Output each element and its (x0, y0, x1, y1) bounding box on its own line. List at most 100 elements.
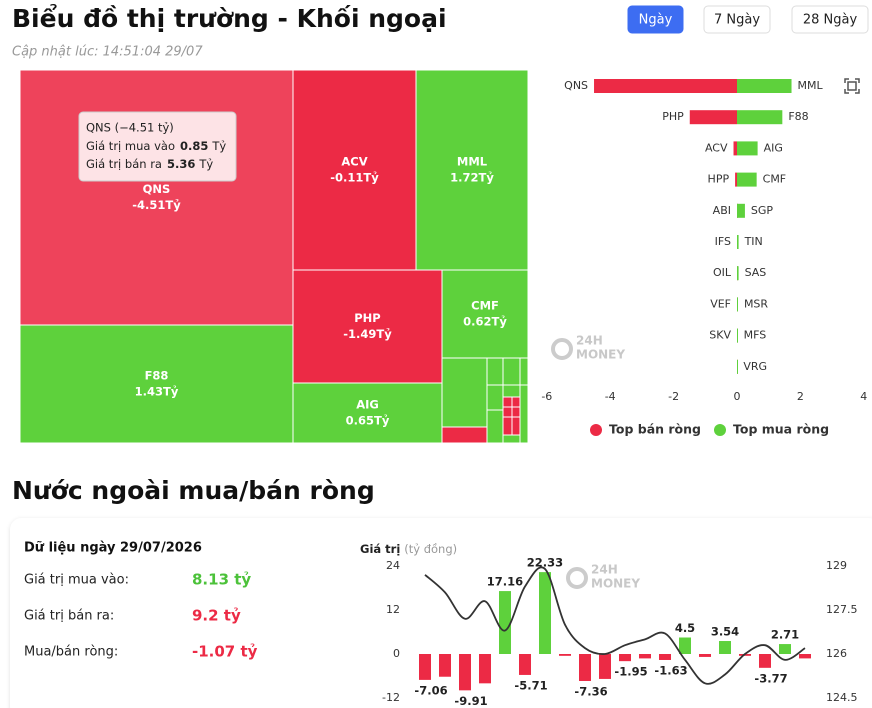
small-tile (502, 357, 521, 386)
bar[interactable] (599, 654, 611, 679)
bar-label: AIG (764, 141, 783, 154)
bar[interactable] (737, 79, 792, 93)
tab[interactable] (791, 5, 869, 34)
x-tick-label: 0 (734, 390, 741, 403)
treemap-tile[interactable] (292, 269, 443, 384)
bar-value-label: -9.91 (454, 694, 487, 708)
bar[interactable] (419, 654, 431, 680)
bar[interactable] (719, 641, 731, 654)
bar-value-label: -1.95 (614, 665, 647, 679)
bar-label: TIN (744, 235, 763, 248)
bar[interactable] (479, 654, 491, 684)
small-tile (502, 434, 521, 444)
bar[interactable] (759, 654, 771, 668)
section-title: Nước ngoài mua/bán ròng (12, 476, 375, 505)
bar-value-label: 4.5 (675, 621, 695, 635)
tooltip-line: Giá trị mua vào 0.85 Tỷ (86, 139, 226, 153)
bar[interactable] (499, 591, 511, 654)
fullscreen-icon[interactable] (844, 78, 860, 94)
bar[interactable] (579, 654, 591, 681)
tab[interactable] (703, 5, 771, 34)
bar[interactable] (779, 644, 791, 654)
y-tick-label: -12 (382, 691, 400, 704)
bar-label: PHP (662, 110, 684, 123)
bar-label: F88 (788, 110, 808, 123)
small-tile (519, 357, 529, 386)
bar[interactable] (737, 266, 739, 281)
bar[interactable] (737, 328, 738, 343)
small-tile (511, 396, 521, 408)
bar[interactable] (559, 654, 571, 656)
summary-value: 9.2 tỷ (192, 607, 241, 625)
bar[interactable] (639, 654, 651, 659)
bar[interactable] (619, 654, 631, 662)
tile-value: 0.65Tỷ (346, 414, 390, 428)
bar[interactable] (679, 637, 691, 655)
bar[interactable] (699, 654, 711, 657)
tab-label[interactable]: 7 Ngày (714, 13, 760, 28)
x-tick-label: -4 (605, 390, 616, 403)
bar[interactable] (733, 141, 737, 156)
bar-label: MML (798, 79, 824, 92)
treemap-tile[interactable] (19, 324, 294, 444)
tile-value: 1.72Tỷ (450, 171, 494, 185)
small-tile (502, 406, 513, 418)
tooltip-line: Giá trị bán ra 5.36 Tỷ (86, 157, 213, 171)
y2-tick-label: 126 (826, 647, 847, 660)
bar[interactable] (737, 203, 745, 218)
tab-label[interactable]: 28 Ngày (803, 13, 858, 28)
tab[interactable] (627, 5, 684, 34)
y-axis-title: Giá trị (tỷ đồng) (360, 542, 457, 556)
bar-value-label: -7.06 (414, 683, 447, 697)
bar[interactable] (659, 654, 671, 660)
watermark-logo (551, 338, 573, 360)
legend-swatch[interactable] (714, 424, 726, 436)
watermark: MONEY (576, 348, 625, 362)
tile-name: CMF (471, 299, 499, 313)
watermark-logo (566, 567, 588, 589)
bar-label: MSR (744, 297, 768, 310)
bar[interactable] (519, 654, 531, 675)
bar[interactable] (439, 654, 451, 677)
legend-label[interactable]: Top bán ròng (609, 422, 701, 437)
tile-value: -0.11Tỷ (330, 171, 379, 185)
tile-value: 0.62Tỷ (463, 315, 507, 329)
bar[interactable] (737, 172, 757, 187)
bar-label: SKV (709, 329, 731, 342)
tile-value: -1.49Tỷ (343, 327, 392, 341)
bar[interactable] (459, 654, 471, 691)
bar[interactable] (737, 297, 738, 312)
bar-label: ACV (705, 141, 728, 154)
bar-value-label: 2.71 (771, 628, 799, 642)
y2-tick-label: 129 (826, 559, 847, 572)
y-axis-unit: (tỷ đồng) (404, 542, 457, 556)
bar[interactable] (594, 79, 737, 93)
treemap-tile[interactable] (441, 269, 529, 359)
small-tile (486, 384, 504, 411)
bar[interactable] (735, 172, 737, 187)
small-tile (511, 406, 521, 418)
bar-label: VEF (710, 297, 731, 310)
legend-swatch[interactable] (590, 424, 602, 436)
bar-value-label: 17.16 (487, 575, 523, 589)
bar[interactable] (689, 110, 737, 125)
tile-name: AIG (356, 398, 379, 412)
bar-label: SGP (751, 204, 774, 217)
bar-label: VRG (743, 360, 767, 373)
bar-value-label: -1.63 (654, 663, 687, 677)
treemap-tile[interactable] (292, 382, 443, 444)
bar[interactable] (737, 141, 758, 156)
bar[interactable] (737, 235, 739, 249)
watermark: 24H (591, 563, 618, 577)
small-tile (502, 384, 521, 398)
tile-name: ACV (341, 155, 367, 169)
tab-label[interactable]: Ngày (639, 13, 673, 28)
bar[interactable] (799, 654, 811, 659)
tooltip-label: Giá trị bán ra (86, 157, 162, 171)
bar[interactable] (737, 359, 738, 374)
bar-value-label: 3.54 (711, 625, 739, 639)
legend-label[interactable]: Top mua ròng (733, 422, 829, 437)
line (424, 566, 806, 685)
bar[interactable] (539, 572, 551, 654)
bar[interactable] (737, 110, 783, 125)
